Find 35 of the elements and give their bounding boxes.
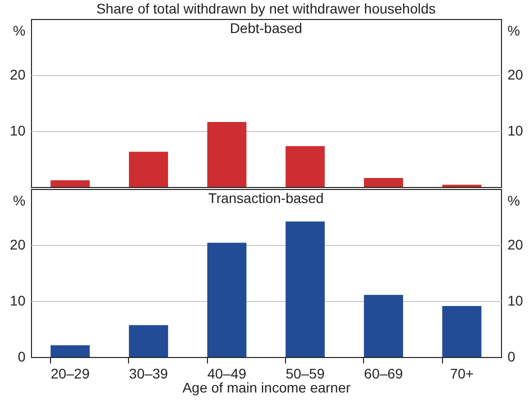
x-tick-label: 70+	[450, 366, 474, 382]
y2-tick-label: 10	[508, 122, 524, 138]
bar	[364, 294, 404, 357]
y2-tick-label: 20	[508, 66, 524, 82]
chart-subtitle: Debt-based	[230, 20, 302, 36]
y2-tick-label: 20	[508, 236, 524, 252]
bar	[128, 152, 168, 187]
y-tick-label: 10	[10, 122, 26, 138]
y2-axis-title: %	[508, 22, 520, 38]
bar	[286, 221, 325, 357]
x-tick-label: 60–69	[364, 366, 404, 382]
y-tick-label: 20	[10, 66, 26, 82]
x-tick-label: 20–29	[50, 366, 90, 382]
chart-title: Share of total withdrawn by net withdrawer households	[96, 0, 436, 16]
bar	[442, 306, 482, 357]
bar	[207, 122, 246, 187]
bar	[50, 180, 90, 187]
bar	[128, 325, 168, 357]
x-tick-label: 30–39	[129, 366, 168, 382]
y2-tick-label: 10	[508, 292, 524, 308]
y-tick-label: 20	[10, 236, 26, 252]
y2-tick-label: 0	[508, 348, 516, 364]
bar	[207, 242, 246, 357]
y-tick-label: 0	[18, 348, 26, 364]
x-tick-label: 40–49	[207, 366, 247, 382]
x-axis-title: Age of main income earner	[182, 380, 351, 396]
chart-subtitle: Transaction-based	[208, 190, 324, 206]
bar	[364, 178, 404, 187]
y2-axis-title: %	[508, 192, 520, 208]
y-axis-title: %	[13, 192, 26, 208]
y-tick-label: 10	[10, 292, 26, 308]
bar	[50, 345, 90, 357]
y-axis-title: %	[13, 22, 26, 38]
bar	[286, 146, 325, 187]
x-tick-label: 50–59	[286, 366, 325, 382]
